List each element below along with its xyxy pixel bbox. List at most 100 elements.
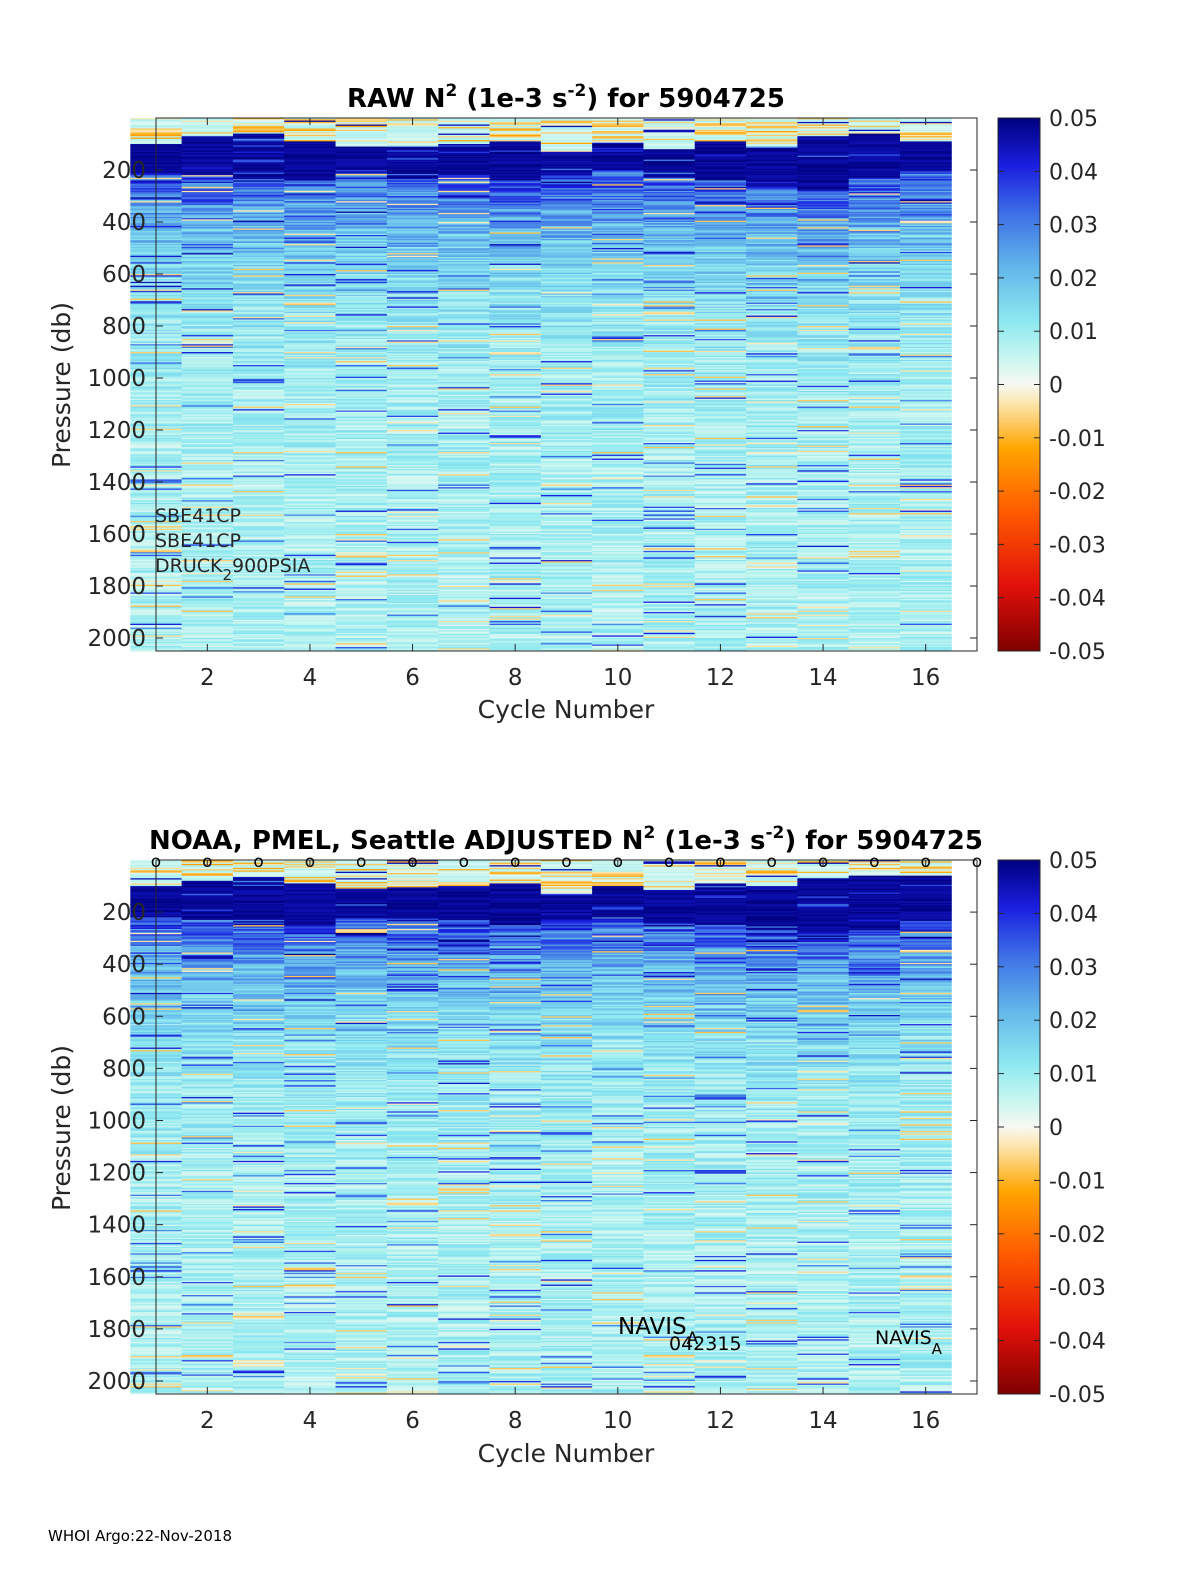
heat-cell: [438, 495, 490, 497]
heat-cell: [181, 240, 234, 242]
heat-cell: [540, 630, 593, 632]
heat-cell: [540, 531, 593, 534]
heat-cell: [592, 394, 644, 397]
heat-cell: [284, 630, 336, 632]
heat-cell: [181, 274, 234, 276]
heat-cell: [438, 133, 490, 136]
heat-cell: [335, 128, 388, 131]
heat-cell: [284, 170, 336, 172]
heat-cell: [438, 336, 490, 339]
heat-cell: [489, 476, 542, 479]
heat-cell: [335, 194, 388, 197]
heat-cell: [386, 283, 439, 285]
heat-cell: [386, 327, 439, 330]
heat-cell: [438, 344, 490, 346]
heat-cell: [592, 326, 644, 328]
heat-cell: [232, 552, 285, 554]
heat-cell: [489, 248, 542, 250]
heat-cell: [181, 413, 234, 415]
heat-cell: [232, 237, 285, 240]
heat-cell: [335, 268, 388, 271]
heat-cell: [438, 626, 490, 629]
heat-cell: [335, 476, 388, 479]
heat-cell: [438, 586, 490, 588]
heat-cell: [540, 640, 593, 643]
heat-cell: [540, 272, 593, 275]
heat-cell: [232, 543, 285, 545]
heat-cell: [438, 171, 490, 174]
heat-cell: [592, 492, 644, 495]
heat-cell: [284, 381, 336, 384]
heat-cell: [232, 186, 285, 189]
heat-cell: [386, 495, 439, 497]
heat-cell: [592, 518, 644, 521]
heat-cell: [489, 458, 542, 461]
heat-cell: [489, 329, 542, 332]
heat-cell: [335, 528, 388, 531]
heat-cell: [438, 582, 490, 584]
heat-cell: [489, 158, 542, 161]
heat-cell: [540, 166, 593, 168]
heat-cell: [232, 225, 285, 228]
heat-cell: [335, 149, 388, 151]
heat-cell: [489, 400, 542, 402]
heat-cell: [489, 433, 542, 436]
heat-cell: [335, 388, 388, 391]
heat-cell: [232, 207, 285, 210]
heat-cell: [592, 409, 644, 411]
heat-cell: [438, 121, 490, 124]
heat-cell: [438, 162, 490, 164]
heat-cell: [438, 362, 490, 365]
heat-cell: [438, 530, 490, 532]
heat-cell: [438, 584, 490, 587]
heat-cell: [592, 249, 644, 252]
heat-cell: [540, 528, 593, 531]
heat-cell: [232, 313, 285, 315]
heat-cell: [335, 294, 388, 297]
heat-cell: [181, 569, 234, 571]
heat-cell: [386, 339, 439, 341]
heat-cell: [335, 647, 388, 649]
heat-cell: [386, 502, 439, 505]
heat-cell: [438, 134, 490, 137]
heat-cell: [386, 418, 439, 421]
heat-cell: [181, 160, 234, 163]
heat-cell: [335, 276, 388, 279]
heat-cell: [540, 300, 593, 302]
heat-cell: [335, 374, 388, 376]
heat-cell: [181, 597, 234, 600]
heat-cell: [386, 430, 439, 432]
heat-cell: [335, 540, 388, 543]
heat-cell: [489, 518, 542, 521]
heat-cell: [386, 307, 439, 310]
heat-cell: [592, 446, 644, 449]
heat-cell: [284, 570, 336, 573]
heat-cell: [386, 144, 439, 146]
heat-cell: [489, 368, 542, 371]
heat-cell: [540, 147, 593, 150]
heat-cell: [489, 124, 542, 127]
heat-cell: [181, 391, 234, 393]
heat-cell: [489, 309, 542, 311]
heat-cell: [438, 198, 490, 201]
heat-cell: [438, 170, 490, 172]
heat-cell: [540, 457, 593, 460]
heat-cell: [438, 185, 490, 188]
heat-cell: [489, 398, 542, 401]
heat-cell: [284, 342, 336, 345]
heat-cell: [489, 443, 542, 445]
heat-cell: [489, 303, 542, 306]
heat-cell: [438, 313, 490, 315]
heat-cell: [232, 647, 285, 649]
heat-cell: [592, 224, 644, 227]
heat-cell: [284, 280, 336, 283]
heat-cell: [386, 257, 439, 259]
heat-cell: [284, 409, 336, 411]
heat-cell: [335, 453, 388, 456]
heat-cell: [438, 511, 490, 514]
heat-cell: [540, 235, 593, 237]
heat-cell: [489, 535, 542, 538]
heat-cell: [284, 471, 336, 474]
heat-cell: [540, 389, 593, 392]
heat-cell: [181, 166, 234, 168]
